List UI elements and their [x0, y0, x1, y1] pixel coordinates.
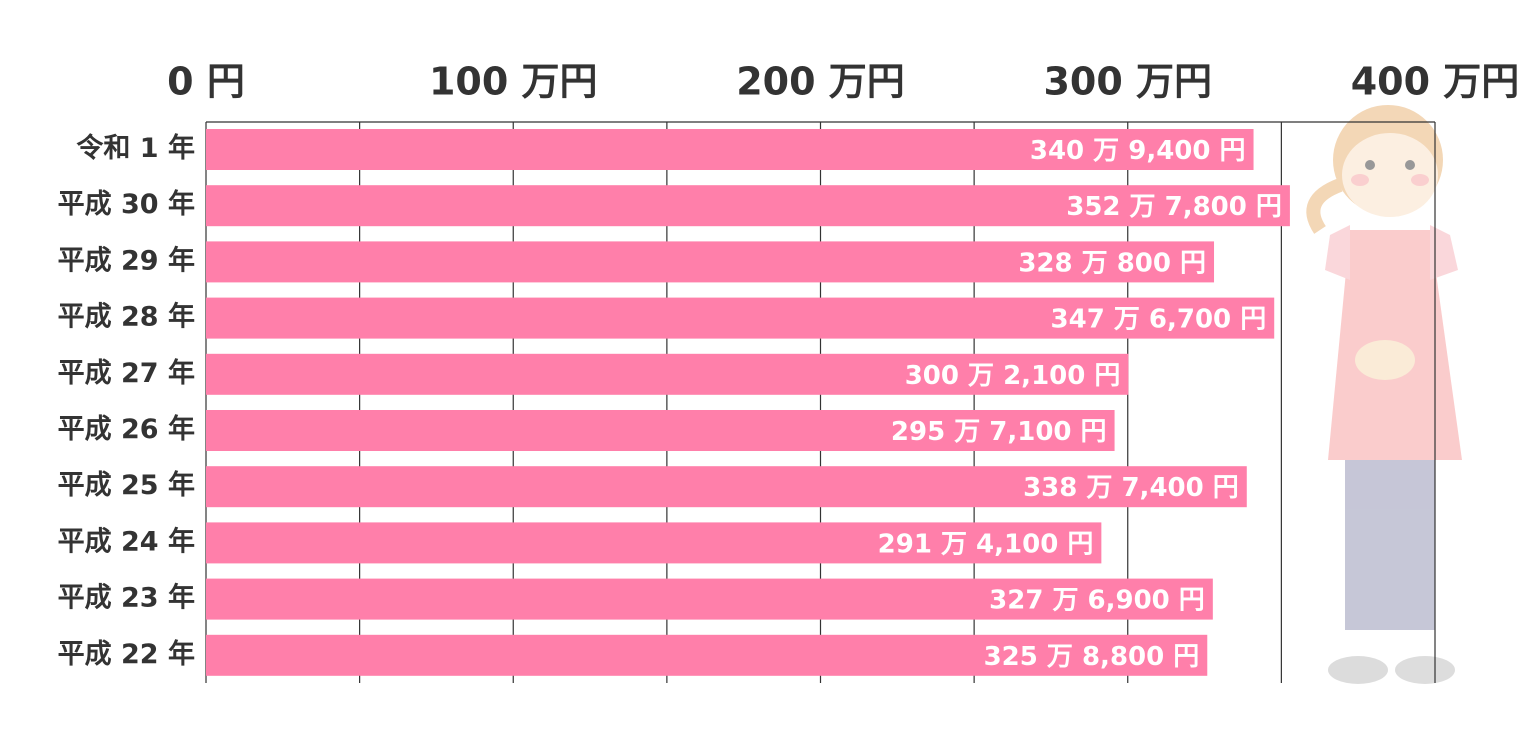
- y-tick-label: 平成 29 年: [58, 244, 195, 276]
- girl-illustration: [1306, 105, 1462, 684]
- x-tick-label: 200 万円: [736, 60, 905, 104]
- bar: [206, 634, 1208, 676]
- y-tick-label: 平成 23 年: [58, 582, 195, 614]
- y-tick-label: 平成 22 年: [58, 638, 195, 670]
- y-tick-label: 平成 24 年: [58, 525, 195, 557]
- value-label: 300 万 2,100 円: [905, 361, 1121, 391]
- bar: [206, 466, 1247, 508]
- bar: [206, 185, 1290, 227]
- y-tick-label: 平成 27 年: [58, 357, 195, 389]
- value-label: 328 万 800 円: [1018, 248, 1206, 278]
- value-label: 327 万 6,900 円: [989, 586, 1205, 616]
- y-tick-label: 平成 25 年: [58, 469, 195, 501]
- bar: [206, 353, 1129, 395]
- bar: [206, 241, 1215, 283]
- y-tick-label: 平成 28 年: [58, 301, 195, 333]
- bar: [206, 410, 1115, 451]
- value-label: 325 万 8,800 円: [984, 642, 1200, 672]
- bar: [206, 129, 1254, 170]
- x-tick-label: 0 円: [167, 60, 245, 104]
- bar: [206, 522, 1102, 564]
- value-label: 338 万 7,400 円: [1023, 473, 1239, 503]
- y-tick-label: 令和 1 年: [76, 132, 195, 164]
- value-label: 340 万 9,400 円: [1030, 136, 1246, 166]
- value-label: 291 万 4,100 円: [878, 529, 1094, 559]
- value-label: 352 万 7,800 円: [1066, 192, 1282, 222]
- x-tick-label: 100 万円: [429, 60, 598, 104]
- value-label: 295 万 7,100 円: [891, 417, 1107, 447]
- bar: [206, 578, 1213, 620]
- x-tick-label: 300 万円: [1043, 60, 1212, 104]
- value-label: 347 万 6,700 円: [1051, 305, 1267, 335]
- x-tick-label: 400 万円: [1351, 60, 1520, 104]
- y-tick-label: 平成 30 年: [58, 188, 195, 220]
- bar: [206, 297, 1275, 339]
- y-tick-label: 平成 26 年: [58, 413, 195, 445]
